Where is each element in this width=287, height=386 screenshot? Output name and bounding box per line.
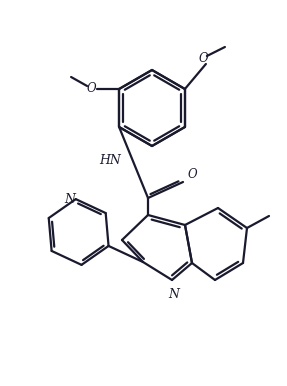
Text: O: O [188, 169, 198, 181]
Text: O: O [198, 52, 208, 66]
Text: N: N [64, 193, 75, 206]
Text: HN: HN [100, 154, 122, 167]
Text: O: O [86, 83, 96, 95]
Text: N: N [168, 288, 179, 301]
